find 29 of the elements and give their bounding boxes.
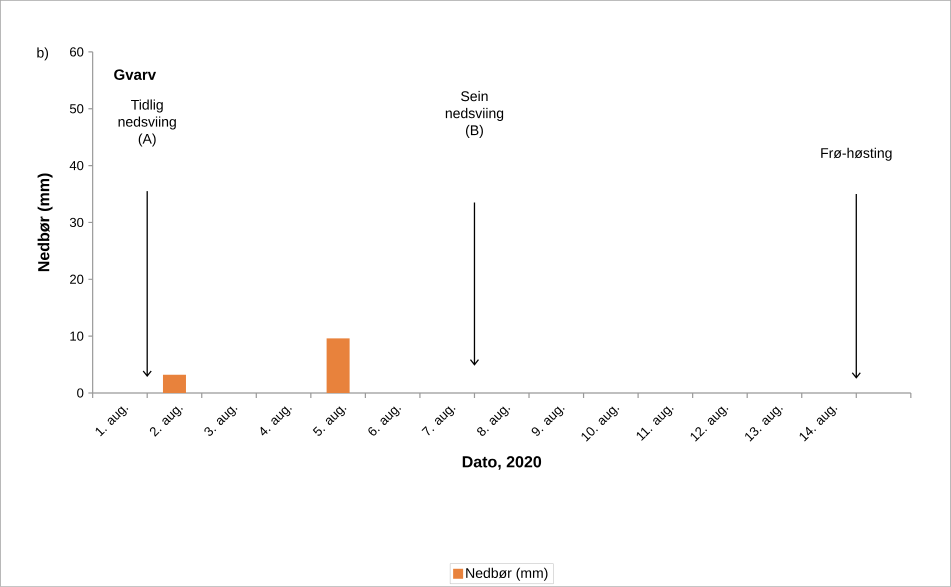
x-tick-label: 1. aug. (96, 406, 128, 436)
x-tick-label: 10. aug. (582, 406, 620, 442)
legend-label: Nedbør (mm) (466, 568, 548, 581)
y-tick-label: 20 (70, 274, 84, 284)
y-axis-title: Nedbør (mm) (38, 174, 53, 272)
x-tick-label: 8. aug. (477, 406, 510, 436)
text: Gvarv (114, 69, 156, 80)
x-tick-label: 6. aug. (368, 406, 402, 436)
x-tick-label: 2. aug. (150, 406, 183, 437)
y-tick-label: 0 (77, 388, 84, 398)
x-tick-label: 9. aug. (532, 406, 565, 436)
text: b) (37, 47, 48, 60)
y-tick-label: 50 (70, 104, 84, 114)
x-axis-title: Dato, 2020 (462, 456, 542, 470)
annotation: Frø-høsting (821, 148, 892, 161)
x-tick-label: 7. aug. (422, 406, 456, 436)
x-tick-label: 13. aug. (745, 406, 783, 442)
y-tick-label: 30 (70, 218, 84, 228)
x-tick-label: 5. aug. (312, 406, 346, 436)
x-tick-label: 4. aug. (260, 406, 292, 436)
x-tick-label: 11. aug. (636, 406, 674, 441)
y-tick-label: 40 (70, 161, 84, 170)
annotation: Tidlig nedsviing (A) (118, 99, 176, 147)
x-tick-label: 14. aug. (800, 406, 838, 442)
y-tick-label: 10 (70, 332, 84, 341)
x-tick-label: 12. aug. (690, 406, 728, 442)
annotation: Sein nedsviing (B) (446, 90, 504, 138)
y-tick-label: 60 (70, 47, 84, 57)
x-tick-label: 3. aug. (204, 406, 238, 436)
